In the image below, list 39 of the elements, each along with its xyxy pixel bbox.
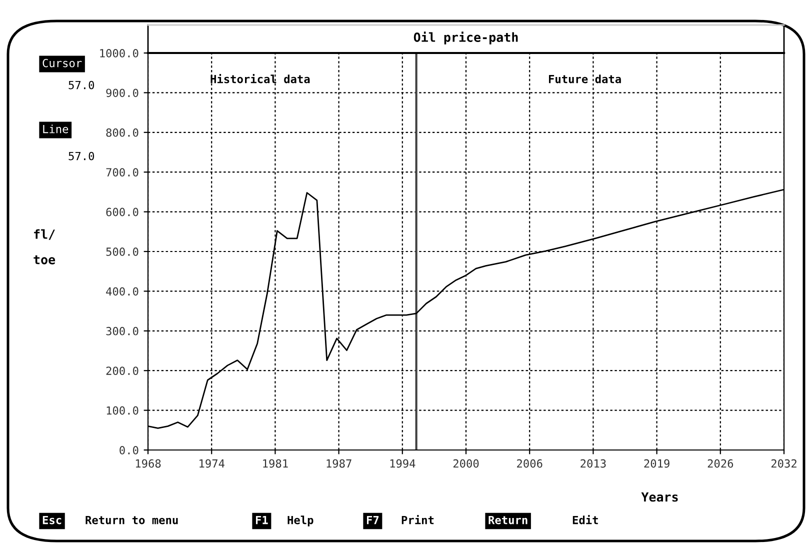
y-tick-label: 100.0 bbox=[106, 406, 138, 415]
annotation: Future data bbox=[548, 74, 621, 84]
annotation: Historical data bbox=[210, 74, 310, 84]
x-tick-label: 1987 bbox=[326, 459, 352, 468]
x-tick-label: 1994 bbox=[390, 459, 416, 468]
y-tick-label: 500.0 bbox=[106, 248, 138, 256]
x-tick-label: 2000 bbox=[453, 459, 479, 468]
y-tick-label: 600.0 bbox=[106, 208, 138, 216]
text: 57.0 bbox=[68, 152, 94, 160]
x-tick-label: 2019 bbox=[644, 459, 670, 468]
y-tick-label: 300.0 bbox=[106, 326, 138, 336]
x-axis-title: Years bbox=[641, 492, 678, 502]
text: fl/ toe bbox=[34, 229, 56, 264]
text: Return to menu bbox=[86, 516, 178, 524]
y-tick-label: 900.0 bbox=[106, 88, 138, 98]
x-tick-label: 2026 bbox=[708, 459, 734, 468]
y-tick-label: 200.0 bbox=[106, 366, 138, 376]
text: Cursor bbox=[42, 58, 82, 68]
y-tick-label: 400.0 bbox=[106, 287, 138, 296]
chart-title: Oil price-path bbox=[414, 32, 518, 44]
text: Line bbox=[43, 124, 68, 134]
y-tick-label: 800.0 bbox=[106, 128, 138, 137]
text: F1 bbox=[256, 516, 268, 524]
y-tick-label: 700.0 bbox=[106, 168, 138, 177]
text: Print bbox=[402, 515, 434, 524]
x-tick-label: 1968 bbox=[136, 459, 161, 468]
text: Return bbox=[488, 516, 528, 524]
text: F7 bbox=[366, 516, 379, 524]
text: Help bbox=[288, 516, 314, 526]
x-tick-label: 2006 bbox=[517, 459, 542, 468]
y-tick-label: 1000.0 bbox=[100, 49, 138, 58]
x-tick-label: 2032 bbox=[771, 459, 796, 468]
text: Esc bbox=[42, 516, 62, 524]
x-tick-label: 1974 bbox=[200, 459, 224, 468]
text: 57.0 bbox=[68, 80, 94, 90]
y-tick-label: 0.0 bbox=[120, 446, 138, 454]
x-tick-label: 1981 bbox=[263, 459, 288, 468]
text: Edit bbox=[572, 515, 598, 524]
x-tick-label: 2013 bbox=[580, 459, 606, 468]
